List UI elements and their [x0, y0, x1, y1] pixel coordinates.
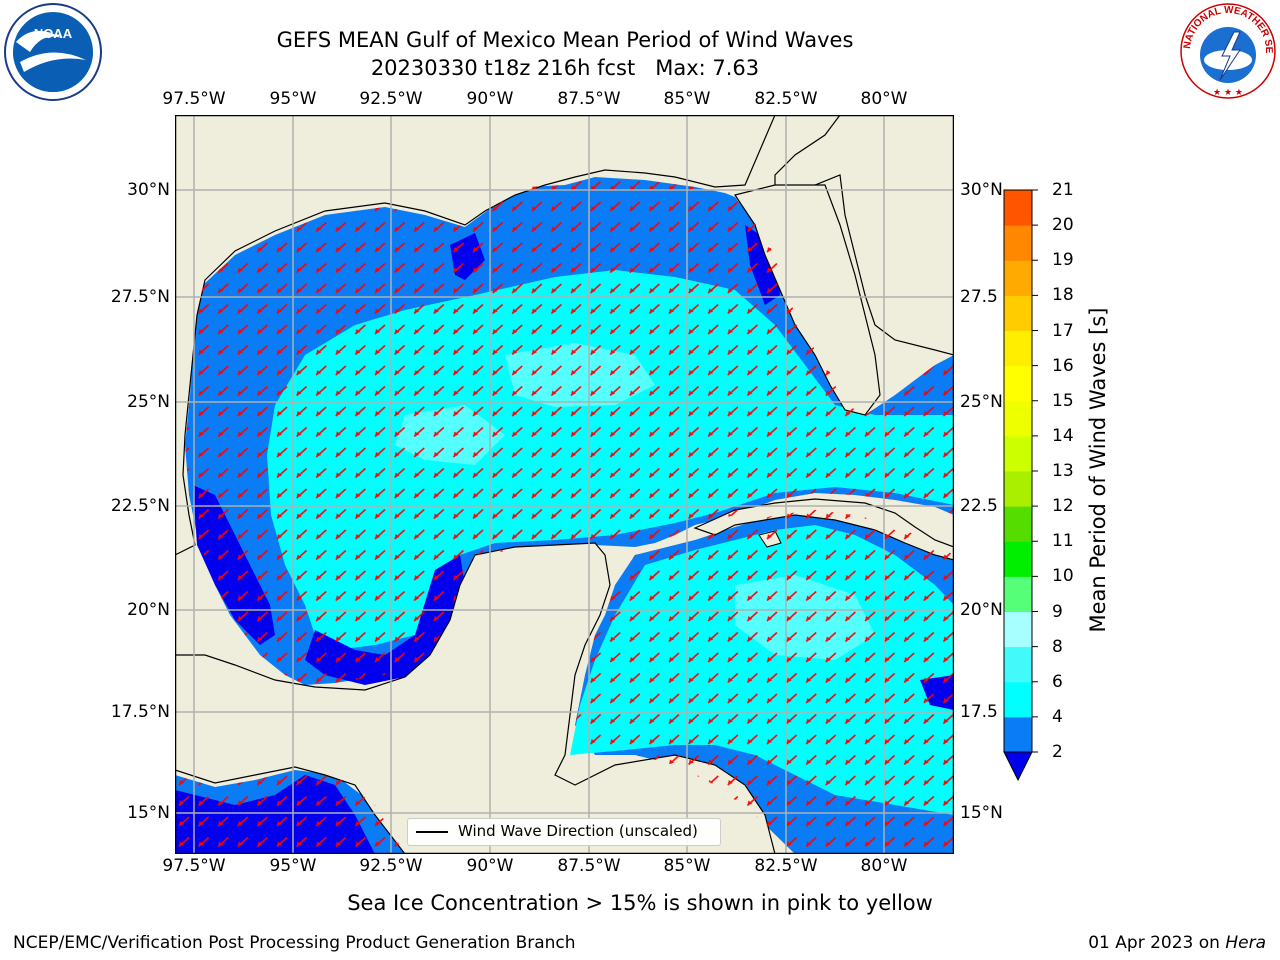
- colorbar-tick: 17: [1052, 320, 1074, 341]
- lon-tick-bottom: 85°W: [663, 856, 711, 876]
- colorbar-segment: [1004, 506, 1032, 542]
- title-line1: GEFS MEAN Gulf of Mexico Mean Period of …: [276, 28, 854, 52]
- colorbar-segment: [1004, 681, 1032, 718]
- lon-tick-top: 90°W: [466, 89, 514, 109]
- colorbar-tick: 19: [1052, 250, 1074, 271]
- lat-tick-left: 22.5°N: [110, 496, 170, 516]
- lon-tick-bottom: 95°W: [269, 856, 317, 876]
- footer-credit: NCEP/EMC/Verification Post Processing Pr…: [13, 933, 576, 953]
- colorbar-tick: 20: [1052, 215, 1074, 236]
- lat-tick-right: 30°N: [960, 180, 1003, 200]
- lat-tick-left: 20°N: [127, 600, 170, 620]
- lon-tick-top: 85°W: [663, 89, 711, 109]
- legend-label: Wind Wave Direction (unscaled): [458, 822, 698, 840]
- map-panel: [175, 115, 954, 854]
- lon-tick-top: 80°W: [860, 89, 908, 109]
- lat-tick-left: 17.5°N: [110, 702, 170, 722]
- colorbar-segment: [1004, 225, 1032, 261]
- colorbar-under-extension: [1003, 751, 1033, 782]
- yucatan-peninsula: [175, 542, 776, 854]
- colorbar-segment: [1004, 435, 1032, 472]
- florida: [774, 115, 954, 356]
- sea-ice-note: Sea Ice Concentration > 15% is shown in …: [347, 891, 933, 915]
- colorbar-tick: 11: [1052, 531, 1074, 552]
- colorbar-segment: [1004, 646, 1032, 683]
- lon-tick-bottom: 80°W: [860, 856, 908, 876]
- lat-tick-left: 25°N: [127, 392, 170, 412]
- lon-tick-top: 87.5°W: [557, 89, 621, 109]
- colorbar-segment: [1004, 611, 1032, 648]
- legend-line-sample: [416, 831, 448, 833]
- lon-tick-bottom: 87.5°W: [557, 856, 621, 876]
- footer-host: Hera: [1225, 933, 1266, 953]
- colorbar-segment: [1004, 365, 1032, 402]
- colorbar-tick: 21: [1052, 180, 1074, 200]
- lon-tick-bottom: 90°W: [466, 856, 514, 876]
- lon-tick-bottom: 92.5°W: [359, 856, 423, 876]
- colorbar-segment: [1004, 295, 1032, 331]
- lat-tick-right: 15°N: [960, 803, 1003, 823]
- lat-tick-right: 20°N: [960, 600, 1003, 620]
- colorbar-tick: 10: [1052, 566, 1074, 587]
- colorbar: [1003, 189, 1038, 782]
- lat-tick-left: 30°N: [127, 180, 170, 200]
- lat-tick-right: 17.5: [960, 702, 998, 722]
- colorbar-tick: 12: [1052, 496, 1074, 517]
- colorbar-tick: 18: [1052, 285, 1074, 306]
- map-legend: Wind Wave Direction (unscaled): [407, 818, 721, 846]
- noaa-logo: NOAA: [4, 3, 102, 101]
- graticule: [175, 115, 954, 854]
- colorbar-tick: 4: [1052, 706, 1063, 727]
- colorbar-segment: [1004, 190, 1032, 226]
- colorbar-label: Mean Period of Wind Waves [s]: [1086, 307, 1110, 633]
- colorbar-tick: 16: [1052, 355, 1074, 376]
- lon-tick-top: 97.5°W: [162, 89, 226, 109]
- nws-logo: NATIONAL WEATHER SERVICE ★ ★ ★: [1178, 2, 1276, 99]
- lon-tick-bottom: 97.5°W: [162, 856, 226, 876]
- lon-tick-top: 92.5°W: [359, 89, 423, 109]
- footer-date-text: 01 Apr 2023 on: [1088, 933, 1226, 953]
- colorbar-segment: [1004, 471, 1032, 507]
- lat-tick-left: 15°N: [127, 803, 170, 823]
- colorbar-segment: [1004, 716, 1032, 753]
- colorbar-segment: [1004, 576, 1032, 612]
- svg-text:★ ★ ★: ★ ★ ★: [1213, 88, 1243, 98]
- title-line2: 20230330 t18z 216h fcst Max: 7.63: [370, 56, 760, 80]
- colorbar-tick: 13: [1052, 461, 1074, 481]
- colorbar-tick: 15: [1052, 390, 1074, 411]
- lat-tick-right: 25°N: [960, 392, 1003, 412]
- colorbar-segment: [1004, 541, 1032, 577]
- colorbar-segment: [1004, 400, 1032, 437]
- lon-tick-top: 95°W: [269, 89, 317, 109]
- colorbar-tick: 14: [1052, 425, 1074, 446]
- colorbar-segment: [1004, 260, 1032, 296]
- northern-gulf-coast: [175, 115, 954, 556]
- lon-tick-bottom: 82.5°W: [754, 856, 818, 876]
- colorbar-segment: [1004, 330, 1032, 367]
- lat-tick-left: 27.5°N: [110, 287, 170, 307]
- colorbar-tick: 8: [1052, 636, 1063, 657]
- map-frame: [175, 115, 954, 854]
- lat-tick-right: 22.5: [960, 496, 998, 516]
- colorbar-tick: 6: [1052, 671, 1063, 692]
- chart-title: GEFS MEAN Gulf of Mexico Mean Period of …: [0, 26, 1130, 82]
- noaa-logo-text: NOAA: [34, 26, 73, 41]
- lon-tick-top: 82.5°W: [754, 89, 818, 109]
- colorbar-tick: 2: [1052, 742, 1063, 762]
- footer-date: 01 Apr 2023 on Hera: [1088, 933, 1266, 953]
- lat-tick-right: 27.5: [960, 287, 998, 307]
- colorbar-tick: 9: [1052, 601, 1063, 622]
- arrow-field: [175, 177, 954, 854]
